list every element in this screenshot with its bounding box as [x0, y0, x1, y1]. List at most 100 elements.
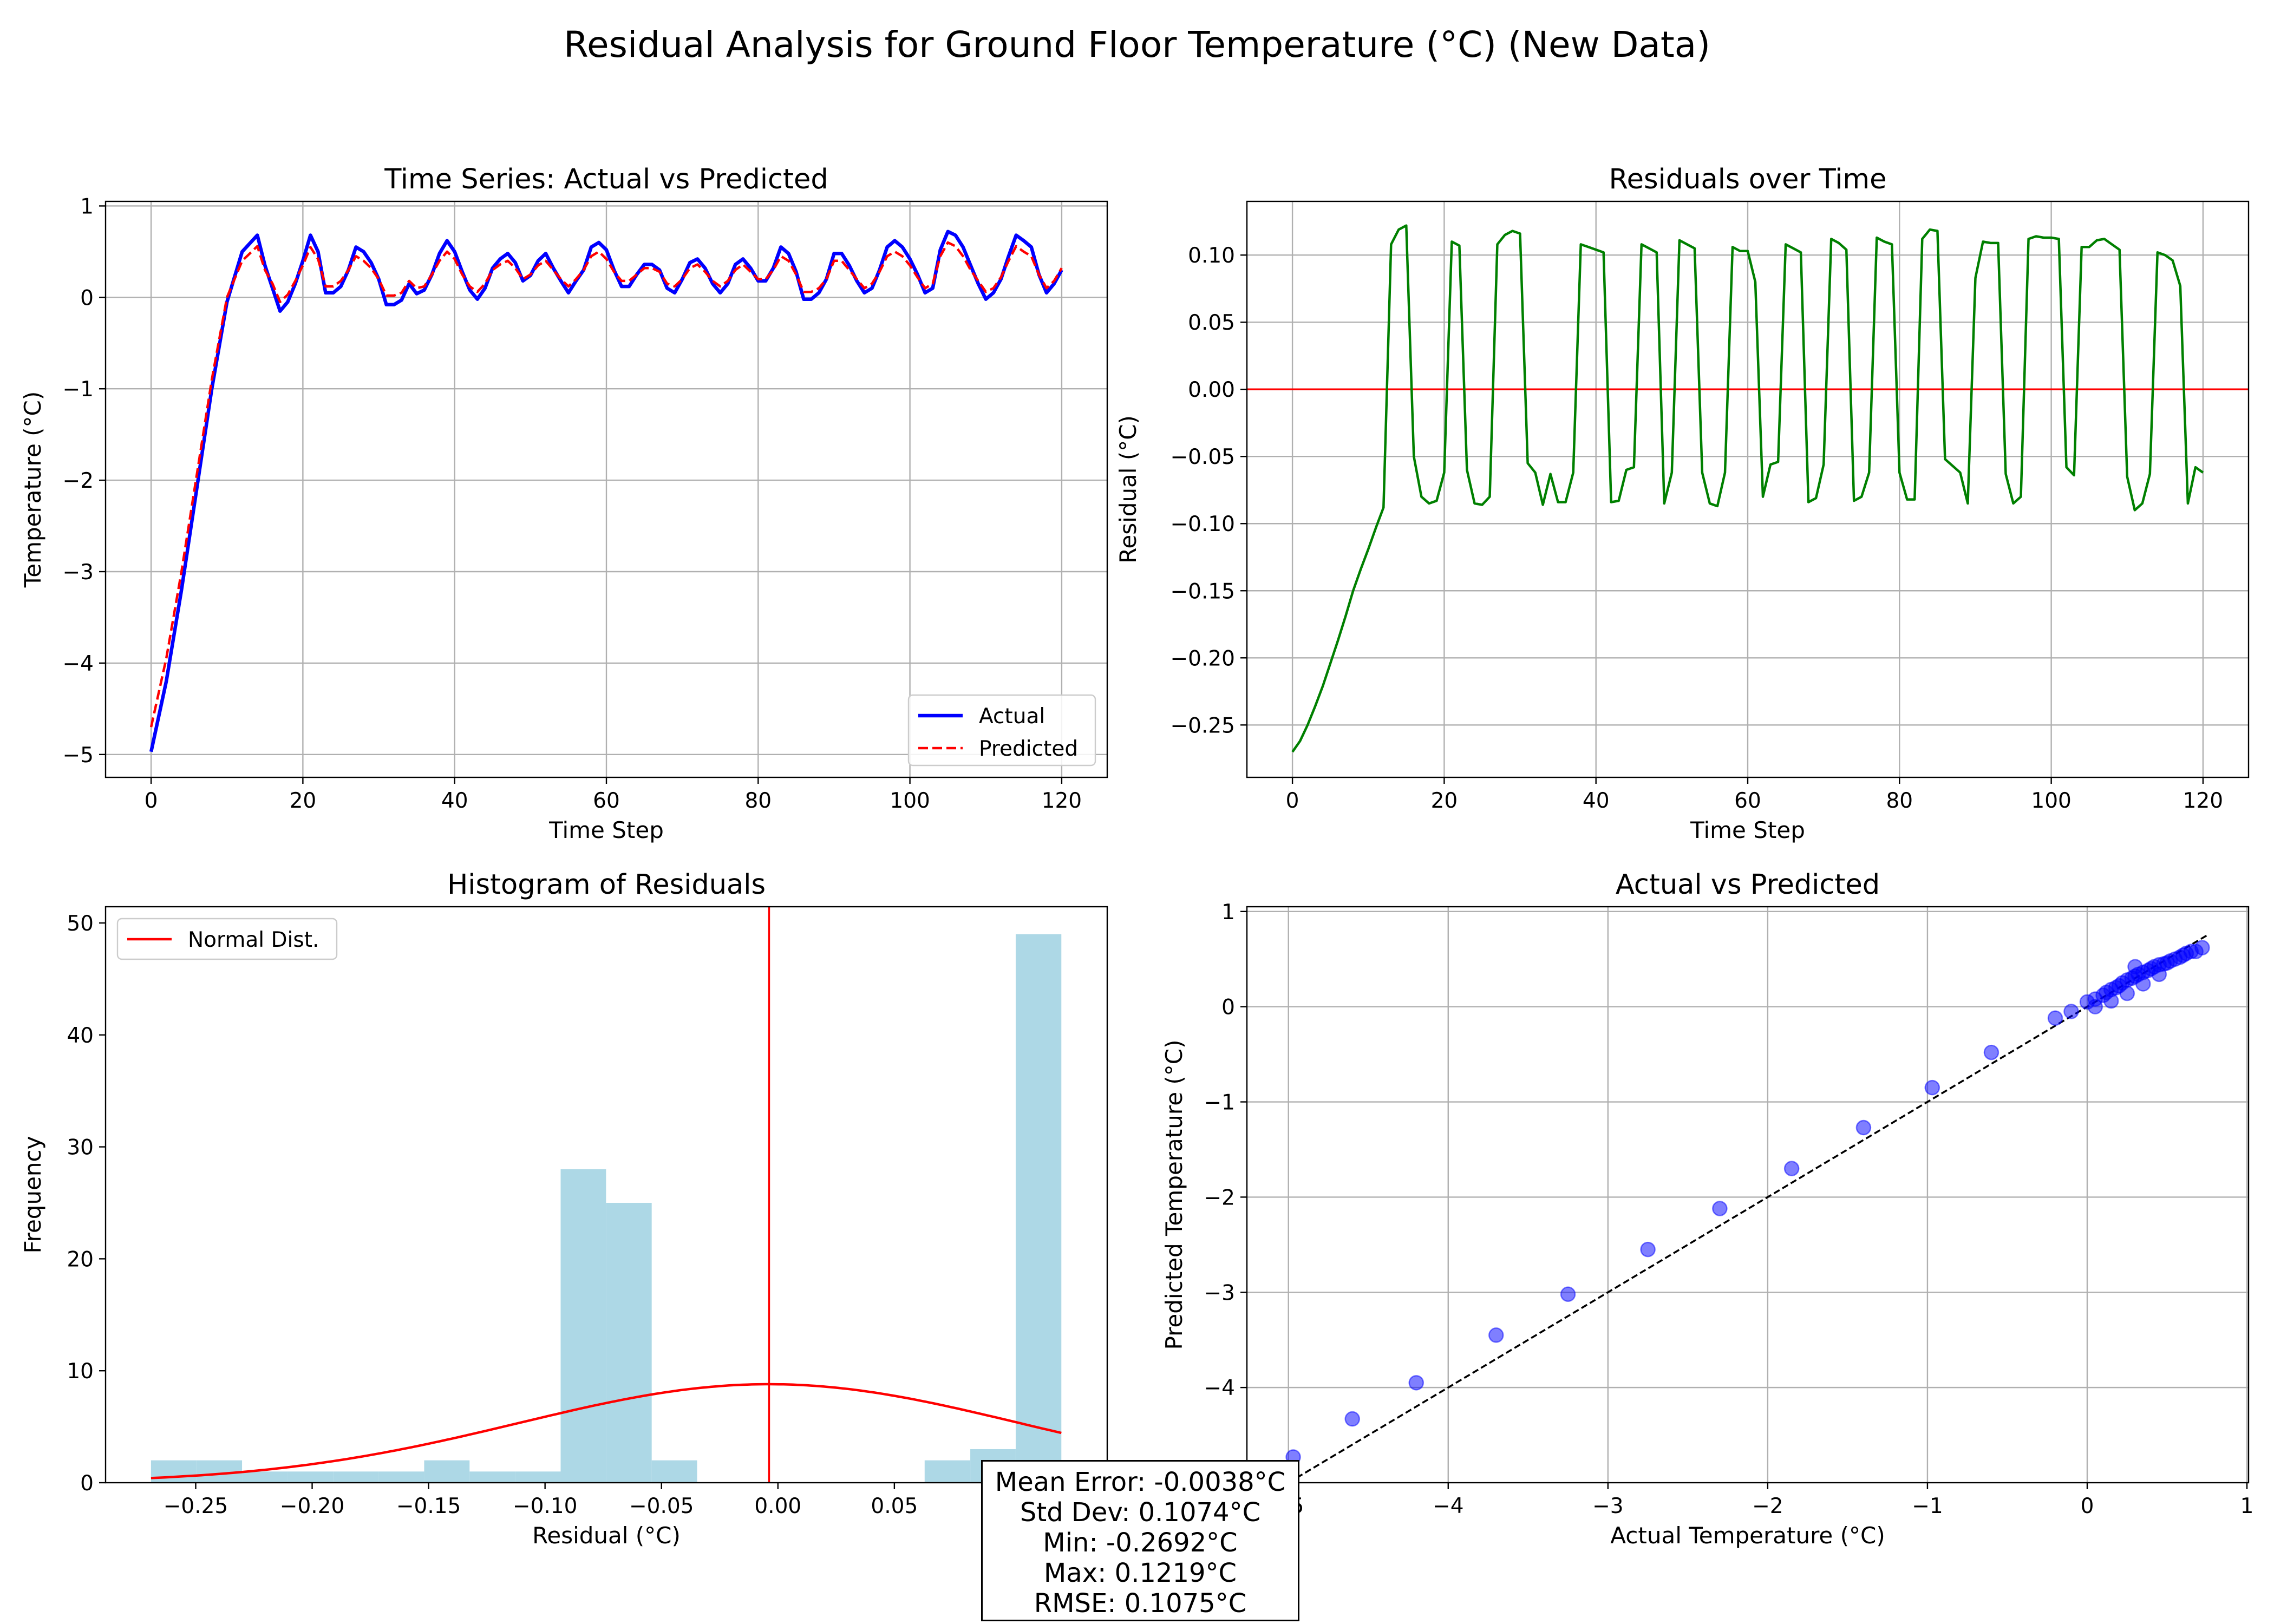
residuals-axes: 0 20 40 60 80 100 120 −0.25 −0.20 −0.15 −0.10 −0.05… — [1115, 163, 2250, 843]
res-title: Residuals over Time — [1609, 163, 1887, 195]
x-tick-label: −4 — [1433, 1494, 1464, 1518]
y-tick-label: 0.00 — [1188, 378, 1235, 402]
legend-actual-label: Actual — [979, 704, 1045, 729]
scatter-point — [1783, 1161, 1800, 1176]
x-tick-label: 120 — [1042, 789, 1082, 813]
normal-curve — [151, 1383, 1062, 1479]
y-tick-label: −5 — [63, 743, 94, 768]
figure-title: Residual Analysis for Ground Floor Tempe… — [564, 24, 1710, 66]
y-tick-label: 0.10 — [1188, 244, 1235, 268]
stat-mean-error: Mean Error: -0.0038°C — [995, 1467, 1286, 1497]
scatter-point — [1408, 1375, 1424, 1391]
x-tick-label: 80 — [1886, 789, 1913, 813]
histogram-axes: −0.25−0.20−0.15−0.10−0.050.000.050.10010… — [19, 869, 1108, 1549]
x-tick-label: 80 — [744, 789, 772, 813]
x-tick-label: 0.05 — [871, 1494, 918, 1518]
scatter-point — [2087, 999, 2103, 1014]
scatter-xlabel: Actual Temperature (°C) — [1610, 1522, 1885, 1549]
legend-frame — [116, 918, 338, 960]
res-ylabel: Residual (°C) — [1115, 415, 1141, 564]
stat-rmse: RMSE: 0.1075°C — [1034, 1588, 1247, 1619]
scatter-point — [2151, 966, 2167, 983]
res-grid — [1247, 201, 2249, 777]
y-tick-label: −4 — [63, 652, 94, 676]
x-tick-label: −0.25 — [164, 1494, 228, 1518]
scatter-point — [2103, 993, 2119, 1009]
scatter-point — [2047, 1010, 2063, 1026]
scatter-point — [1560, 1286, 1576, 1302]
ts-title: Time Series: Actual vs Predicted — [384, 163, 828, 195]
hist-legend: Normal Dist. — [116, 918, 338, 960]
hist-xlabel: Residual (°C) — [532, 1522, 681, 1549]
y-tick-label: −0.25 — [1170, 713, 1235, 738]
x-tick-label: 0.00 — [754, 1494, 801, 1518]
axes-frame — [104, 200, 1108, 778]
y-tick-label: 0 — [1221, 996, 1235, 1020]
scatter-point — [1640, 1241, 1656, 1258]
y-tick-label: 40 — [67, 1024, 94, 1048]
x-tick-label: 60 — [1734, 789, 1761, 813]
scatter-ylabel: Predicted Temperature (°C) — [1161, 1039, 1187, 1350]
scatter-points — [1285, 940, 2210, 1465]
y-tick-label: 0.05 — [1188, 311, 1235, 335]
y-tick-label: 10 — [67, 1359, 94, 1384]
scatter-point — [2119, 985, 2135, 1001]
x-tick-label: 1 — [2240, 1494, 2254, 1518]
stat-max: Max: 0.1219°C — [1043, 1558, 1237, 1588]
y-tick-label: −0.20 — [1170, 646, 1235, 671]
x-tick-label: −0.10 — [513, 1494, 578, 1518]
scatter-point — [1855, 1119, 1872, 1136]
histogram-bar — [151, 1460, 197, 1483]
histogram-bar — [515, 1471, 561, 1483]
res-xlabel: Time Step — [1690, 817, 1805, 843]
y-tick-label: 20 — [67, 1247, 94, 1272]
histogram-bar — [651, 1460, 697, 1483]
y-tick-label: 50 — [67, 912, 94, 936]
scatter-point — [1983, 1044, 1999, 1060]
x-tick-label: −0.20 — [280, 1494, 345, 1518]
hist-ylabel: Frequency — [19, 1136, 46, 1254]
scatter-grid — [1247, 907, 2249, 1483]
scatter-point — [2135, 976, 2151, 992]
y-tick-label: 30 — [67, 1136, 94, 1160]
residual-line — [1291, 224, 2204, 753]
histogram-bar — [560, 1169, 606, 1483]
x-tick-label: 0 — [2081, 1494, 2094, 1518]
x-tick-label: 40 — [1583, 789, 1610, 813]
ts-grid — [106, 201, 1107, 777]
x-tick-label: 100 — [2031, 789, 2071, 813]
histogram-bar — [606, 1202, 652, 1483]
stats-box: Mean Error: -0.0038°C Std Dev: 0.1074°C … — [981, 1460, 1299, 1621]
histogram-bar — [469, 1471, 515, 1483]
legend-normal-label: Normal Dist. — [188, 928, 319, 952]
y-tick-label: 0 — [80, 286, 94, 310]
y-tick-label: −3 — [63, 560, 94, 585]
histogram-bar — [242, 1471, 287, 1483]
histogram-bar — [924, 1460, 971, 1483]
scatter-point — [1344, 1411, 1360, 1427]
y-tick-label: 1 — [80, 194, 94, 219]
histogram-bar — [378, 1471, 424, 1483]
ts-ylabel: Temperature (°C) — [19, 391, 46, 588]
y-tick-label: −2 — [1204, 1186, 1236, 1210]
predicted-line — [149, 241, 1063, 728]
scatter-point — [2127, 959, 2143, 975]
scatter-point — [1712, 1201, 1728, 1216]
histogram-bar — [424, 1460, 470, 1483]
ts-xlabel: Time Step — [548, 817, 664, 843]
y-tick-label: −0.10 — [1170, 512, 1235, 536]
identity-line — [1288, 934, 2208, 1483]
time-series-axes: 0 20 40 60 80 100 120 −5 −4 −3 −2 −1 0 1 Time Series: … — [19, 163, 1108, 843]
x-tick-label: 0 — [1286, 789, 1299, 813]
axes-frame — [1246, 200, 2250, 778]
y-tick-label: −0.15 — [1170, 579, 1235, 604]
scatter-point — [1924, 1079, 1940, 1096]
x-tick-label: −1 — [1912, 1494, 1943, 1518]
x-tick-label: −3 — [1592, 1494, 1624, 1518]
y-tick-label: −2 — [63, 469, 94, 493]
scatter-title: Actual vs Predicted — [1616, 869, 1880, 901]
x-tick-label: −0.05 — [629, 1494, 694, 1518]
histogram-bar — [287, 1471, 334, 1483]
